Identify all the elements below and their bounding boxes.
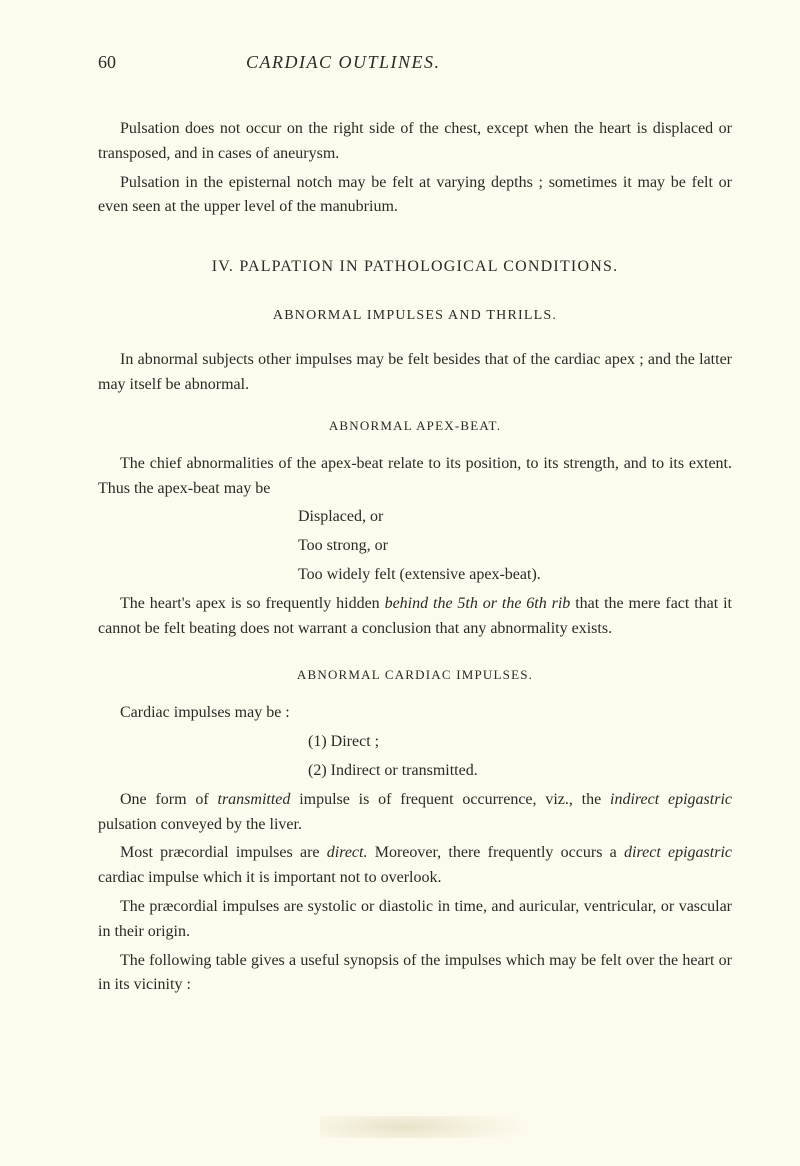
list-item: (1) Direct ; — [308, 730, 732, 755]
italic-text: direct. — [327, 844, 368, 861]
body-paragraph: Most præcordial impulses are direct. Mor… — [98, 841, 732, 891]
body-paragraph: The chief abnormalities of the apex-beat… — [98, 452, 732, 502]
italic-text: direct epigastric — [624, 844, 732, 861]
list-item: Too strong, or — [298, 534, 732, 559]
section-heading: IV. PALPATION IN PATHOLOGICAL CONDITIONS… — [98, 258, 732, 276]
body-paragraph: The heart's apex is so frequently hidden… — [98, 592, 732, 642]
body-paragraph: Pulsation does not occur on the right si… — [98, 117, 732, 167]
text-run: impulse is of frequent occurrence, viz.,… — [290, 791, 610, 808]
page-stain-artifact — [320, 1116, 530, 1138]
body-paragraph: The præcordial impulses are systolic or … — [98, 895, 732, 945]
page-number: 60 — [98, 52, 116, 73]
italic-text: transmitted — [218, 791, 291, 808]
text-run: Most præcordial impulses are — [120, 844, 327, 861]
list-item: Too widely felt (extensive apex-beat). — [298, 563, 732, 588]
body-paragraph: Pulsation in the episternal notch may be… — [98, 171, 732, 221]
text-run: Moreover, there frequently occurs a — [367, 844, 624, 861]
book-page: 60 CARDIAC OUTLINES. Pulsation does not … — [0, 0, 800, 1166]
sub-sub-heading: ABNORMAL CARDIAC IMPULSES. — [98, 667, 732, 683]
sub-sub-heading: ABNORMAL APEX-BEAT. — [98, 418, 732, 434]
body-paragraph: One form of transmitted impulse is of fr… — [98, 788, 732, 838]
text-run: The heart's apex is so frequently hidden — [120, 595, 385, 612]
italic-text: indirect epigastric — [610, 791, 732, 808]
body-paragraph: The following table gives a useful synop… — [98, 949, 732, 999]
list-item: (2) Indirect or transmitted. — [308, 759, 732, 784]
body-paragraph: Cardiac impulses may be : — [98, 701, 732, 726]
list-item: Displaced, or — [298, 505, 732, 530]
body-paragraph: In abnormal subjects other impulses may … — [98, 348, 732, 398]
sub-heading: ABNORMAL IMPULSES AND THRILLS. — [98, 308, 732, 324]
page-header: 60 CARDIAC OUTLINES. — [98, 52, 732, 73]
page-title: CARDIAC OUTLINES. — [246, 52, 441, 73]
text-run: pulsation conveyed by the liver. — [98, 816, 302, 833]
text-run: cardiac impulse which it is important no… — [98, 869, 441, 886]
text-run: One form of — [120, 791, 218, 808]
italic-text: behind the 5th or the 6th rib — [385, 595, 571, 612]
